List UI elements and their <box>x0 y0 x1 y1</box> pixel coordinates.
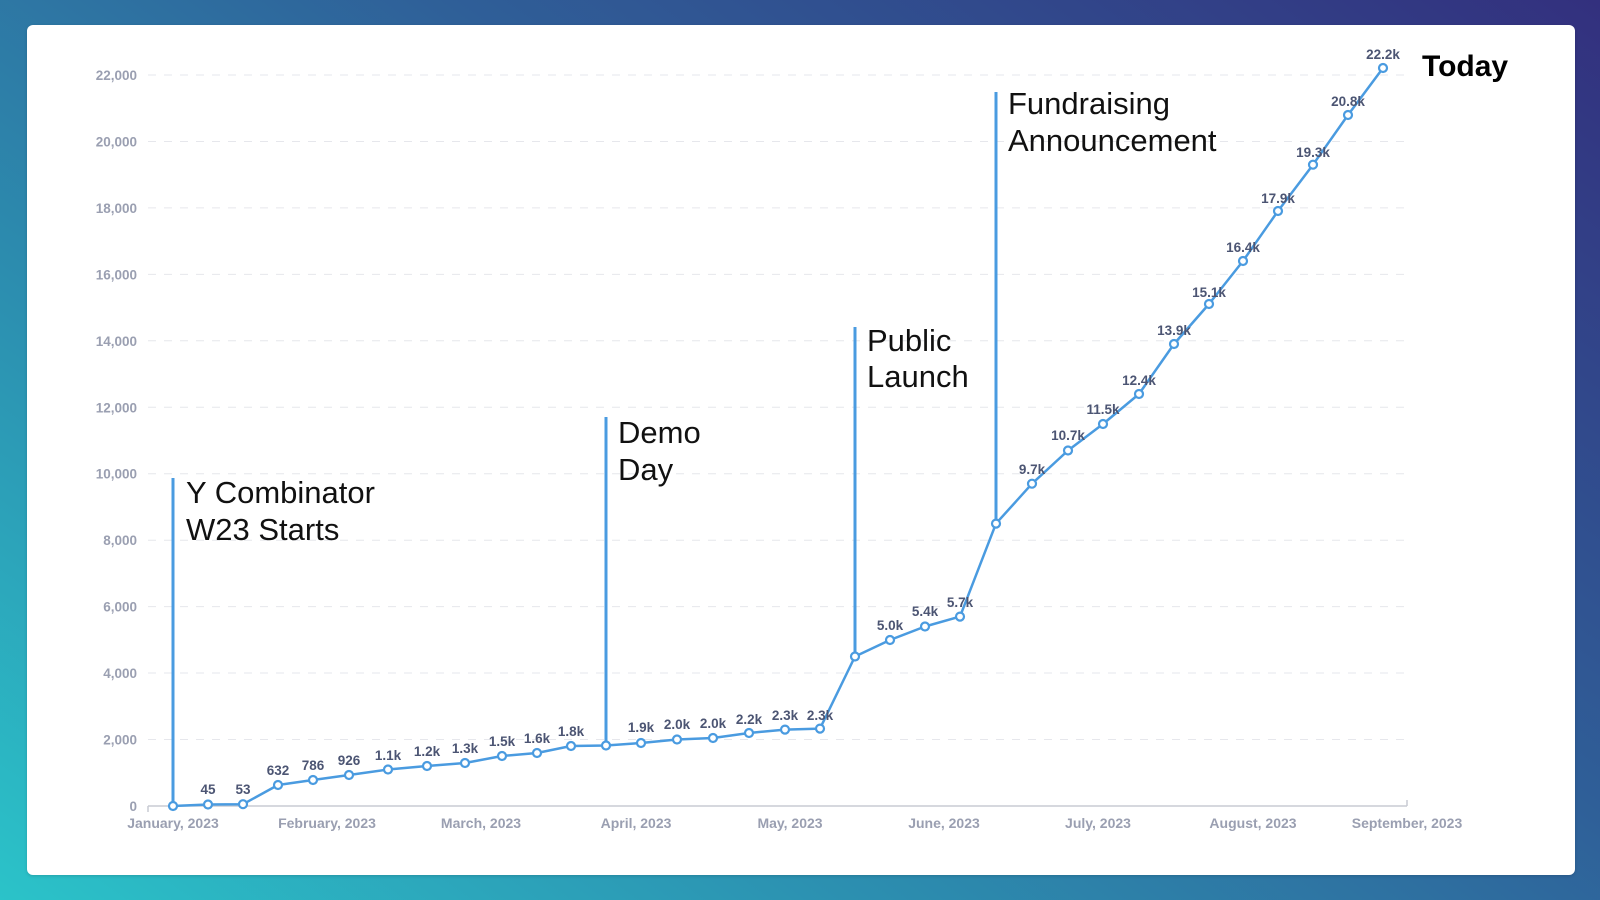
data-label: 22.2k <box>1366 47 1400 62</box>
annotation-text: Public <box>867 323 951 358</box>
data-label: 45 <box>200 782 216 797</box>
data-label: 786 <box>302 758 325 773</box>
y-tick: 18,000 <box>96 201 137 216</box>
data-label: 5.0k <box>877 618 904 633</box>
x-tick: July, 2023 <box>1065 815 1131 831</box>
data-label: 20.8k <box>1331 94 1365 109</box>
data-label: 2.3k <box>772 708 799 723</box>
x-axis <box>147 800 1408 812</box>
y-tick: 10,000 <box>96 467 137 482</box>
x-tick: April, 2023 <box>601 815 672 831</box>
data-label: 9.7k <box>1019 462 1046 477</box>
data-label: 11.5k <box>1086 402 1120 417</box>
data-label: 1.5k <box>489 734 516 749</box>
data-label: 2.2k <box>736 712 763 727</box>
y-tick: 12,000 <box>96 400 137 415</box>
data-markers <box>167 62 1389 812</box>
annotation-text: Fundraising <box>1008 86 1170 121</box>
annotation-lines <box>171 92 998 806</box>
x-tick: August, 2023 <box>1209 815 1296 831</box>
x-tick: June, 2023 <box>908 815 980 831</box>
data-label: 1.8k <box>558 724 585 739</box>
series-line <box>172 67 1385 808</box>
data-label: 2.0k <box>700 716 727 731</box>
y-axis-labels: 0 2,000 4,000 6,000 8,000 10,000 12,000 … <box>96 68 137 814</box>
data-label: 17.9k <box>1261 191 1295 206</box>
data-label: 926 <box>338 753 361 768</box>
today-label: Today <box>1422 50 1508 83</box>
x-tick: January, 2023 <box>127 815 219 831</box>
data-label: 1.3k <box>452 741 479 756</box>
data-label: 1.1k <box>375 748 402 763</box>
data-label: 5.4k <box>912 604 939 619</box>
annotation-text: Day <box>618 452 674 487</box>
data-label: 1.6k <box>524 731 551 746</box>
y-tick: 0 <box>129 799 137 814</box>
annotation-text: Demo <box>618 415 701 450</box>
y-tick: 22,000 <box>96 68 137 83</box>
data-label: 12.4k <box>1122 373 1156 388</box>
data-label: 53 <box>235 782 251 797</box>
data-labels: 45 53 632 786 926 1.1k 1.2k 1.3k 1.5k 1.… <box>200 47 1400 797</box>
data-label: 10.7k <box>1051 428 1085 443</box>
annotation-text: W23 Starts <box>186 512 339 547</box>
data-label: 1.9k <box>628 720 655 735</box>
annotation-fundraising: Fundraising Announcement <box>1008 86 1217 158</box>
data-label: 632 <box>267 763 290 778</box>
data-label: 5.7k <box>947 595 974 610</box>
x-tick: February, 2023 <box>278 815 376 831</box>
annotation-public-launch: Public Launch <box>867 323 969 394</box>
data-label: 15.1k <box>1192 285 1226 300</box>
x-axis-labels: January, 2023 February, 2023 March, 2023… <box>127 815 1462 831</box>
annotation-text: Announcement <box>1008 123 1217 158</box>
data-label: 1.2k <box>414 744 441 759</box>
y-tick: 8,000 <box>103 533 137 548</box>
y-tick: 14,000 <box>96 334 137 349</box>
x-tick: March, 2023 <box>441 815 521 831</box>
annotation-demo-day: Demo Day <box>618 415 701 487</box>
data-label: 2.0k <box>664 717 691 732</box>
data-label: 19.3k <box>1296 145 1330 160</box>
x-tick: September, 2023 <box>1352 815 1463 831</box>
annotation-ycombinator: Y Combinator W23 Starts <box>186 475 375 547</box>
y-tick: 20,000 <box>96 135 137 150</box>
annotation-text: Y Combinator <box>186 475 375 510</box>
gridlines <box>148 74 1407 740</box>
y-tick: 16,000 <box>96 267 137 282</box>
data-label: 16.4k <box>1226 240 1260 255</box>
x-tick: May, 2023 <box>757 815 822 831</box>
y-tick: 4,000 <box>103 666 137 681</box>
y-tick: 6,000 <box>103 600 137 615</box>
data-label: 2.3k <box>807 708 834 723</box>
annotation-text: Launch <box>867 359 969 394</box>
data-label: 13.9k <box>1157 323 1191 338</box>
y-tick: 2,000 <box>103 733 137 748</box>
